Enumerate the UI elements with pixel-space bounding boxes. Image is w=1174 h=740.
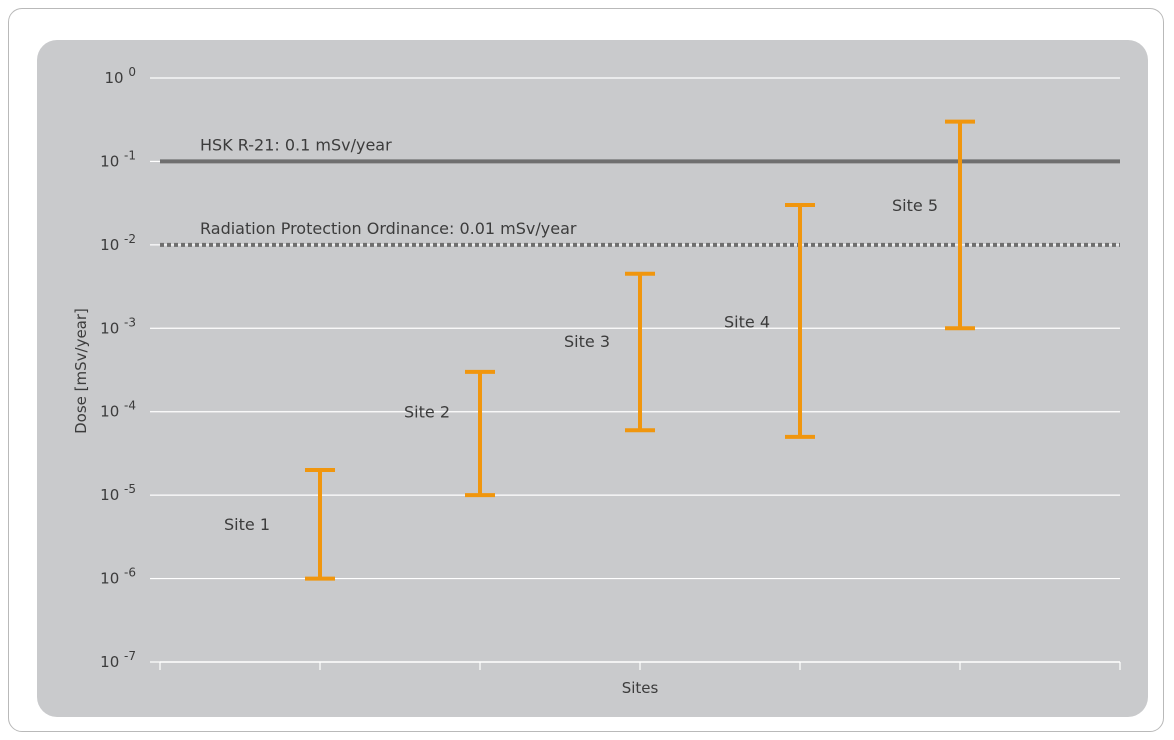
y-axis-ticks: 10 0 10 -1 10 -2 10 -3 10 -4 10 -5 10 -6 10 -7 xyxy=(100,65,160,671)
y-tick-label: 10 -1 xyxy=(100,148,136,170)
x-axis-label: Sites xyxy=(622,679,659,697)
site-label: Site 2 xyxy=(404,403,450,422)
y-tick-label: 10 -3 xyxy=(100,315,136,337)
site-ranges: Site 1 Site 2 Site 3 Site 4 Site 5 xyxy=(224,119,975,581)
y-axis-label: Dose [mSv/year] xyxy=(72,308,90,434)
x-axis-ticks xyxy=(159,662,1121,670)
y-tick-label: 10 0 xyxy=(105,65,137,87)
site-label: Site 3 xyxy=(564,332,610,351)
y-tick-label: 10 -7 xyxy=(100,649,136,671)
site-label: Site 4 xyxy=(724,313,770,332)
site-label: Site 5 xyxy=(892,196,938,215)
y-tick-label: 10 -4 xyxy=(100,399,136,421)
y-tick-label: 10 -6 xyxy=(100,566,136,588)
reference-line-label: HSK R-21: 0.1 mSv/year xyxy=(200,135,392,154)
site-label: Site 1 xyxy=(224,515,270,534)
reference-lines: HSK R-21: 0.1 mSv/year Radiation Protecti… xyxy=(160,135,1120,247)
y-tick-label: 10 -5 xyxy=(100,482,136,504)
y-tick-label: 10 -2 xyxy=(100,232,136,254)
reference-line-label: Radiation Protection Ordinance: 0.01 mSv… xyxy=(200,219,577,238)
chart-panel xyxy=(37,40,1148,717)
